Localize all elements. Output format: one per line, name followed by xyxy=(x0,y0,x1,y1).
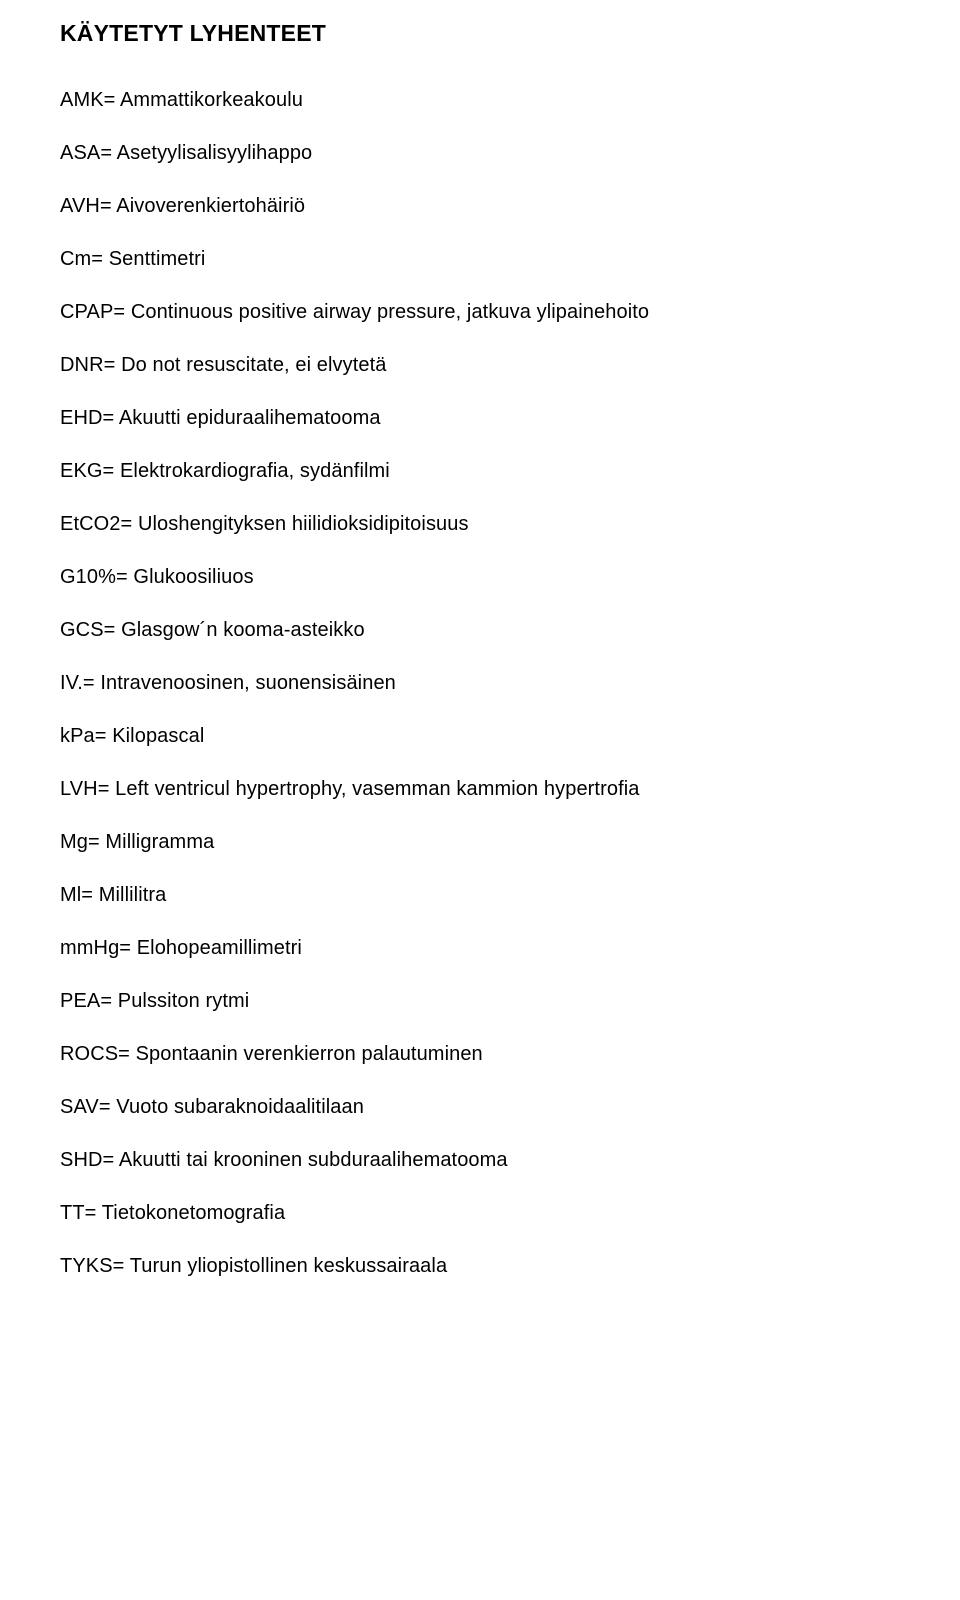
abbreviation-entry: TYKS= Turun yliopistollinen keskussairaa… xyxy=(60,1253,900,1280)
abbreviation-entry: SAV= Vuoto subaraknoidaalitilaan xyxy=(60,1094,900,1121)
abbreviation-entry: EtCO2= Uloshengityksen hiilidioksidipito… xyxy=(60,511,900,538)
abbreviation-entry: LVH= Left ventricul hypertrophy, vasemma… xyxy=(60,776,900,803)
abbreviation-entry: AVH= Aivoverenkiertohäiriö xyxy=(60,193,900,220)
abbreviation-entry: Ml= Millilitra xyxy=(60,882,900,909)
abbreviation-entry: PEA= Pulssiton rytmi xyxy=(60,988,900,1015)
abbreviation-entry: kPa= Kilopascal xyxy=(60,723,900,750)
abbreviation-list: AMK= Ammattikorkeakoulu ASA= Asetyylisali… xyxy=(60,87,900,1280)
abbreviation-entry: TT= Tietokonetomografia xyxy=(60,1200,900,1227)
abbreviation-entry: SHD= Akuutti tai krooninen subduraalihem… xyxy=(60,1147,900,1174)
abbreviation-entry: AMK= Ammattikorkeakoulu xyxy=(60,87,900,114)
abbreviation-entry: ROCS= Spontaanin verenkierron palautumin… xyxy=(60,1041,900,1068)
abbreviation-entry: Mg= Milligramma xyxy=(60,829,900,856)
abbreviation-entry: EKG= Elektrokardiografia, sydänfilmi xyxy=(60,458,900,485)
abbreviation-entry: IV.= Intravenoosinen, suonensisäinen xyxy=(60,670,900,697)
page-title: KÄYTETYT LYHENTEET xyxy=(60,20,900,47)
abbreviation-entry: G10%= Glukoosiliuos xyxy=(60,564,900,591)
abbreviation-entry: EHD= Akuutti epiduraalihematooma xyxy=(60,405,900,432)
abbreviation-entry: Cm= Senttimetri xyxy=(60,246,900,273)
abbreviation-entry: GCS= Glasgow´n kooma-asteikko xyxy=(60,617,900,644)
abbreviation-entry: CPAP= Continuous positive airway pressur… xyxy=(60,299,900,326)
document-page: KÄYTETYT LYHENTEET AMK= Ammattikorkeakou… xyxy=(0,0,960,1346)
abbreviation-entry: mmHg= Elohopeamillimetri xyxy=(60,935,900,962)
abbreviation-entry: ASA= Asetyylisalisyylihappo xyxy=(60,140,900,167)
abbreviation-entry: DNR= Do not resuscitate, ei elvytetä xyxy=(60,352,900,379)
